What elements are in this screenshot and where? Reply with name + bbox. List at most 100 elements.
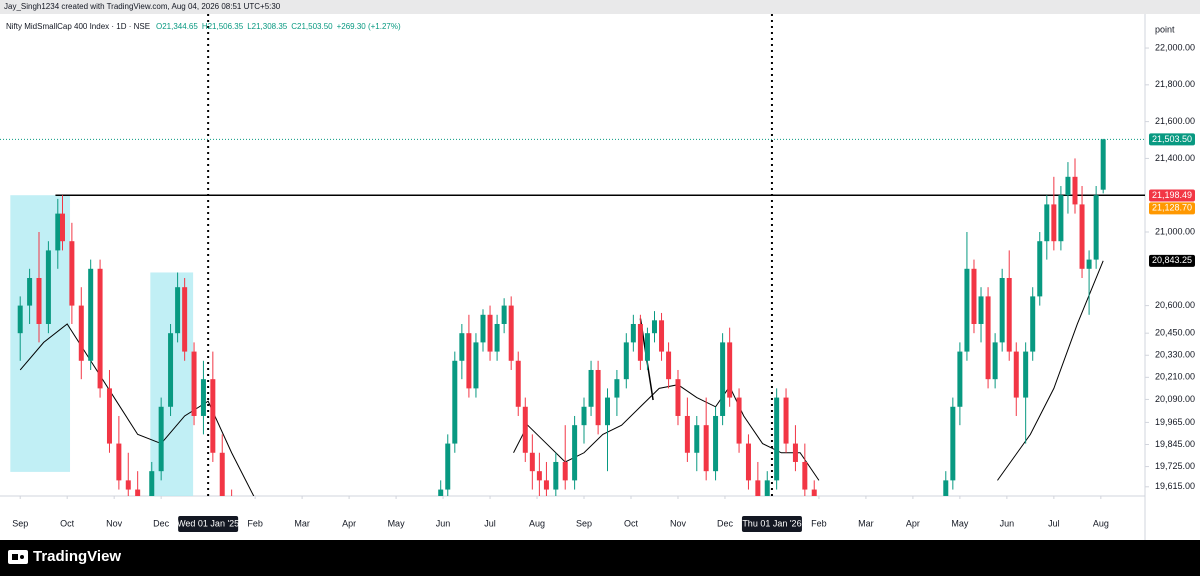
y-tick-label: 19,965.00 (1155, 417, 1195, 427)
candle-body (1093, 195, 1099, 260)
candle-body (943, 480, 949, 496)
candle-body (978, 296, 984, 324)
y-tick-label: 20,090.00 (1155, 394, 1195, 404)
y-tick-label: 21,000.00 (1155, 226, 1195, 236)
candle-body (1086, 259, 1092, 269)
x-tick-label: Mar (294, 518, 310, 528)
candle-body (684, 415, 690, 453)
candle-body (59, 213, 65, 242)
candle-body (745, 443, 751, 481)
candle-body (1023, 351, 1029, 398)
candle-body (466, 333, 472, 389)
candle-body (125, 480, 131, 490)
y-tick-label: 20,600.00 (1155, 300, 1195, 310)
candle-body (168, 333, 174, 407)
candle-body (508, 305, 514, 361)
plot-area (0, 14, 1145, 496)
candle-body (445, 443, 451, 490)
candle-body (487, 314, 493, 352)
candle-body (494, 323, 500, 352)
price-label: 21,198.49 (1152, 190, 1192, 200)
candle-body (764, 480, 770, 496)
x-tick-label: Dec (153, 518, 170, 528)
candle-body (210, 379, 216, 453)
brand: TradingView (33, 548, 121, 565)
ohlc-value: C21,503.50 (291, 22, 333, 31)
candle-body (522, 406, 528, 453)
candle-body (792, 443, 798, 462)
x-tick-label: Dec (717, 518, 734, 528)
x-tick-label: Nov (670, 518, 687, 528)
candle-body (802, 461, 808, 490)
x-tick-label: Feb (247, 518, 263, 528)
candle-body (637, 323, 643, 361)
x-tick-label: Wed 01 Jan '25 (177, 518, 239, 528)
candle-body (957, 351, 963, 407)
candle-body (175, 287, 181, 334)
candle-body (964, 268, 970, 352)
price-label: 21,128.70 (1152, 203, 1192, 213)
candle-body (536, 471, 542, 481)
candle-body (572, 425, 578, 481)
candle-body (191, 351, 197, 416)
candle-body (950, 406, 956, 481)
y-tick-label: 20,330.00 (1155, 350, 1195, 360)
candle-body (971, 268, 977, 324)
candle-body (200, 379, 206, 416)
candle-body (623, 342, 629, 380)
candle-body (1006, 277, 1012, 352)
candle-body (605, 397, 611, 426)
candle-body (1044, 204, 1050, 242)
y-tick-label: 22,000.00 (1155, 42, 1195, 52)
candle-body (452, 360, 458, 444)
candle-body (135, 489, 141, 496)
x-tick-label: Mar (858, 518, 874, 528)
y-tick-label: 19,615.00 (1155, 481, 1195, 491)
x-tick-highlight (741, 516, 802, 532)
x-tick-label: Nov (106, 518, 123, 528)
y-tick-label: 19,725.00 (1155, 461, 1195, 471)
price-label: 20,843.25 (1152, 255, 1192, 265)
candle-body (1051, 204, 1057, 242)
x-tick-label: Aug (529, 518, 545, 528)
candle-body (675, 379, 681, 416)
candle-body (659, 320, 665, 352)
candle-body (219, 452, 225, 496)
logo (8, 550, 28, 564)
price-label-bg (1149, 202, 1195, 215)
candle-body (614, 379, 620, 398)
candle-body (553, 461, 559, 490)
candle-body (581, 406, 587, 426)
candle-body (106, 388, 112, 444)
candle-body (713, 415, 719, 472)
credit: Jay_Singh1234 created with TradingView.c… (4, 2, 281, 11)
price-label-bg (1149, 254, 1195, 267)
x-tick-label: Thu 01 Jan '26 (742, 518, 801, 528)
ohlc-value: O21,344.65 (156, 22, 198, 31)
candle-body (703, 425, 709, 472)
moving-average (997, 260, 1104, 481)
ohlc-value: H21,506.35 (202, 22, 244, 31)
price-label-bg (1149, 189, 1195, 202)
candle-body (811, 489, 817, 496)
candle-body (480, 314, 486, 343)
candle-body (736, 397, 742, 444)
x-tick-label: May (951, 518, 969, 528)
candle-body (149, 471, 155, 496)
candle-body (459, 333, 465, 361)
ohlc-value: L21,308.35 (247, 22, 288, 31)
x-tick-label: Jun (1000, 518, 1015, 528)
y-tick-label: 21,800.00 (1155, 79, 1195, 89)
x-tick-highlight (178, 516, 239, 532)
x-tick-label: Sep (576, 518, 592, 528)
ohlc-value: +269.30 (+1.27%) (337, 22, 401, 31)
price-label: 21,503.50 (1152, 134, 1192, 144)
candle-body (17, 305, 23, 334)
y-tick-label: 19,845.00 (1155, 439, 1195, 449)
candle-body (1013, 351, 1019, 398)
candle-body (529, 452, 535, 472)
x-tick-label: Sep (12, 518, 28, 528)
candle-body (595, 369, 601, 426)
candle-body (783, 397, 789, 444)
